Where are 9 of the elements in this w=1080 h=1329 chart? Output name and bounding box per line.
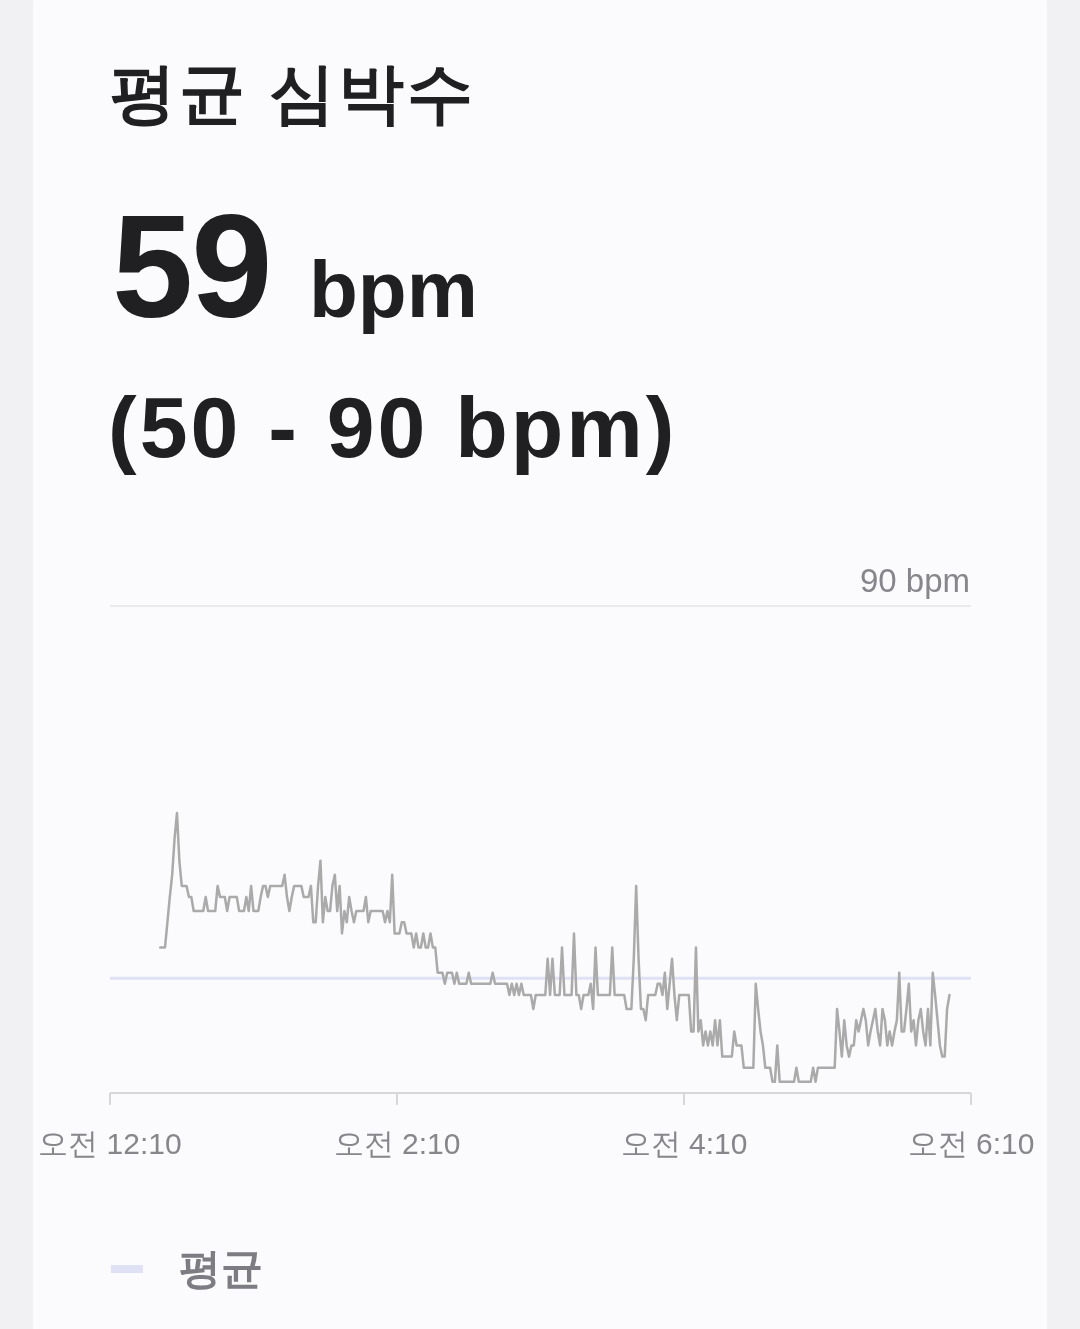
x-tick-label: 오전 12:10 — [38, 1127, 182, 1161]
annotation: 90 bpm — [859, 562, 970, 599]
x-tick-label: 오전 6:10 — [907, 1127, 1035, 1161]
chart-subtitle: 59 bpm — [112, 185, 478, 348]
chart-title: 평균 심박수 — [110, 56, 477, 130]
legend-label: 평균 — [179, 1245, 263, 1293]
x-tick-label: 오전 2:10 — [333, 1127, 461, 1161]
x-tick-label: 오전 4:10 — [620, 1127, 748, 1161]
text: (50 - 90 bpm) — [108, 379, 678, 475]
